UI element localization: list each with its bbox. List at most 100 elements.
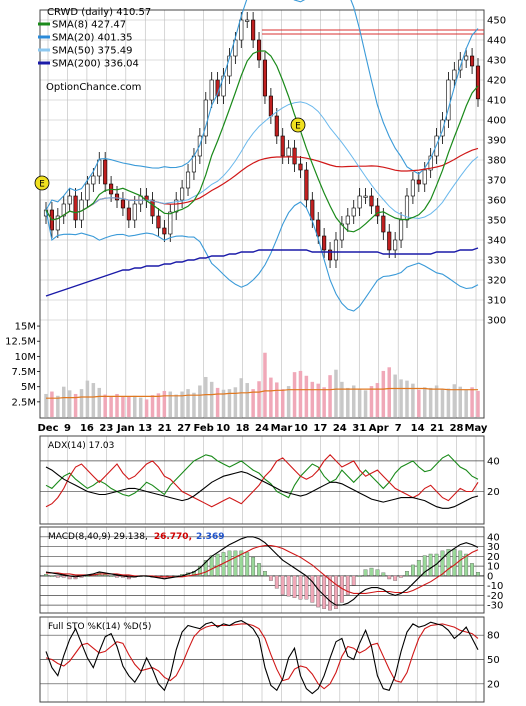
- candle-body: [464, 55, 469, 61]
- x-tick-label: 21: [430, 423, 444, 434]
- candle-body: [268, 95, 273, 117]
- histogram-bar: [452, 549, 457, 577]
- x-tick-label: 7: [395, 423, 402, 434]
- volume-bar: [304, 375, 309, 417]
- histogram-bar: [85, 575, 90, 577]
- x-tick-label: May: [465, 423, 488, 434]
- candle-body: [262, 59, 268, 97]
- panel-tick-label: 40: [487, 532, 500, 543]
- histogram-bar: [458, 550, 463, 577]
- price-tick-label: 390: [487, 136, 506, 147]
- upper-band: [45, 0, 479, 211]
- volume-tick-label: 10M: [15, 352, 36, 363]
- volume-bar: [334, 369, 338, 417]
- histogram-bar: [280, 575, 285, 595]
- panel-tick-label: -10: [487, 581, 503, 592]
- candle-body: [85, 183, 90, 201]
- price-tick-label: 400: [487, 116, 506, 127]
- resistance-lines: [262, 29, 484, 35]
- candle-body: [120, 199, 125, 209]
- volume-bar: [328, 375, 332, 417]
- candle-body: [126, 207, 131, 221]
- price-panel: EE 3003103203303403503603703803904004104…: [34, 0, 506, 419]
- volume-bar: [422, 387, 427, 417]
- volume-bar: [150, 395, 155, 417]
- price-tick-label: 360: [487, 196, 506, 207]
- histogram-bar: [50, 575, 54, 577]
- panel-tick-label: 0: [487, 571, 493, 582]
- histogram-bar: [263, 571, 267, 577]
- candle-body: [168, 211, 173, 235]
- candle-body: [375, 205, 380, 217]
- macd-line: [45, 536, 479, 606]
- candle-body: [345, 215, 350, 225]
- svg-text:MACD(8,40,9) 29.138,26.770,2.3: MACD(8,40,9) 29.138, 26.770, 2.369: [48, 532, 224, 542]
- volume-bar: [428, 387, 433, 417]
- histogram-bar: [73, 575, 78, 580]
- volume-bar: [144, 399, 149, 417]
- volume-bar: [209, 381, 214, 417]
- volume-average-line: [46, 387, 478, 399]
- histogram-bar: [192, 571, 196, 577]
- volume-bar: [192, 392, 196, 417]
- candle-body: [470, 55, 475, 67]
- macd-signal-value: 26.770,: [154, 532, 192, 542]
- candle-body: [428, 155, 433, 171]
- earnings-marker-label: E: [295, 122, 301, 132]
- panel-tick-label: 80: [487, 631, 500, 642]
- sto-d-line: [45, 623, 479, 690]
- candle-body: [91, 175, 96, 185]
- histogram-bar: [470, 563, 474, 577]
- histogram-bar: [126, 575, 131, 580]
- sma20-line: [45, 101, 479, 221]
- volume-bar: [476, 390, 480, 417]
- histogram-bar: [227, 550, 232, 577]
- histogram-bar: [304, 575, 309, 600]
- x-tick-label: 10: [294, 423, 308, 434]
- histogram-bar: [61, 575, 66, 578]
- volume-bar: [251, 389, 255, 417]
- x-tick-label: 17: [313, 423, 327, 434]
- histogram-bar: [422, 555, 427, 577]
- adx-label: ADX(14) 17.03: [48, 441, 114, 451]
- volume-axis-labels: 15M 12.5M 10M 7.5M 5M 2.5M: [5, 322, 40, 408]
- histogram-bar: [268, 575, 273, 581]
- histogram-bar: [239, 550, 244, 577]
- candle-body: [150, 199, 155, 217]
- histogram-bar: [476, 572, 480, 577]
- panel-tick-label: 30: [487, 542, 500, 553]
- histogram-bar: [251, 556, 256, 577]
- histogram-bar: [310, 575, 315, 603]
- volume-bar: [168, 391, 173, 417]
- histogram-bar: [411, 564, 415, 577]
- volume-bar: [298, 370, 303, 417]
- volume-bar: [357, 389, 362, 417]
- volume-bar: [227, 389, 232, 417]
- volume-tick-label: 12.5M: [5, 337, 36, 348]
- panel-tick-label: 10: [487, 562, 500, 573]
- price-tick-label: 300: [487, 316, 506, 327]
- candle-body: [369, 195, 374, 207]
- date-axis-labels: Dec 9 16 23 Jan 13 21 27 Feb 10 18 24 Mar 10 17 24 31 Apr…: [37, 423, 487, 434]
- histogram-bar: [446, 549, 451, 577]
- volume-bar: [280, 389, 285, 417]
- histogram-bar: [357, 575, 362, 577]
- volume-bar: [381, 370, 386, 417]
- price-tick-label: 430: [487, 56, 506, 67]
- histogram-bar: [399, 575, 403, 578]
- price-axis-labels: 300 310 320 330 340 350 360 370 380 390 400 410 420 4…: [487, 16, 506, 327]
- candle-body: [399, 219, 404, 241]
- x-tick-label: 9: [64, 423, 71, 434]
- candle-body: [67, 195, 72, 205]
- volume-bar: [186, 389, 190, 417]
- volume-bar: [204, 376, 208, 417]
- candle-body: [209, 79, 214, 101]
- panel-tick-label: -30: [487, 601, 503, 612]
- candle-body: [387, 231, 392, 251]
- price-tick-label: 340: [487, 236, 506, 247]
- volume-bar: [263, 352, 267, 417]
- candle-body: [274, 115, 279, 137]
- volume-bar: [50, 391, 54, 417]
- histogram-bar: [209, 555, 214, 577]
